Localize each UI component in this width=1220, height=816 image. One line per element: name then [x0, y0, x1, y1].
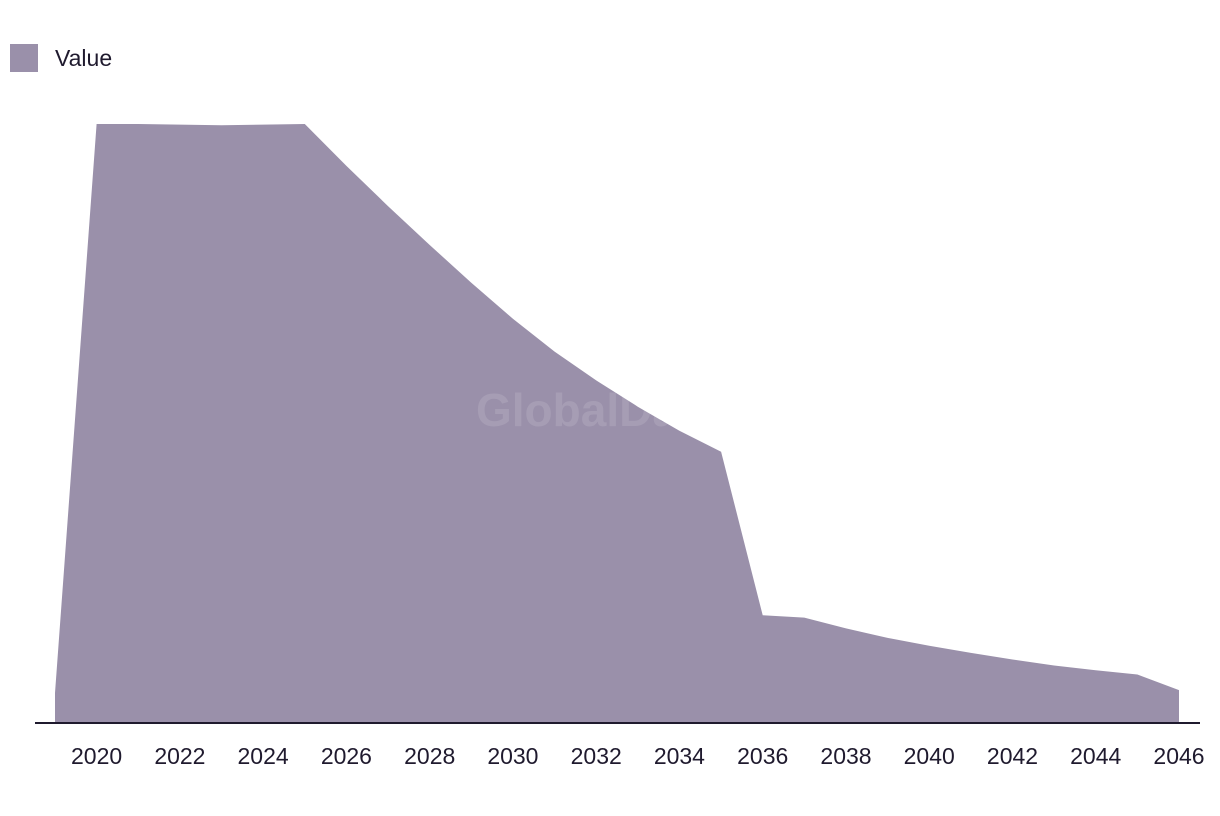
area-series-value: [55, 124, 1179, 723]
legend-label: Value: [55, 44, 113, 71]
x-tick-label: 2028: [404, 743, 455, 769]
watermark: GlobalData: [476, 384, 719, 436]
x-tick-label: 2026: [321, 743, 372, 769]
x-tick-label: 2038: [820, 743, 871, 769]
x-tick-label: 2034: [654, 743, 705, 769]
x-tick-label: 2024: [238, 743, 289, 769]
x-tick-label: 2040: [904, 743, 955, 769]
x-tick-label: 2030: [487, 743, 538, 769]
x-tick-label: 2046: [1153, 743, 1204, 769]
x-tick-label: 2020: [71, 743, 122, 769]
x-tick-label: 2044: [1070, 743, 1121, 769]
legend: Value: [10, 44, 112, 72]
x-axis-tick-labels: 2020 2022 2024 2026 2028 2030 2032 2034 2036 2038…: [71, 743, 1205, 769]
x-tick-label: 2042: [987, 743, 1038, 769]
x-tick-label: 2036: [737, 743, 788, 769]
legend-swatch: [10, 44, 38, 72]
x-tick-label: 2032: [571, 743, 622, 769]
x-tick-label: 2022: [154, 743, 205, 769]
